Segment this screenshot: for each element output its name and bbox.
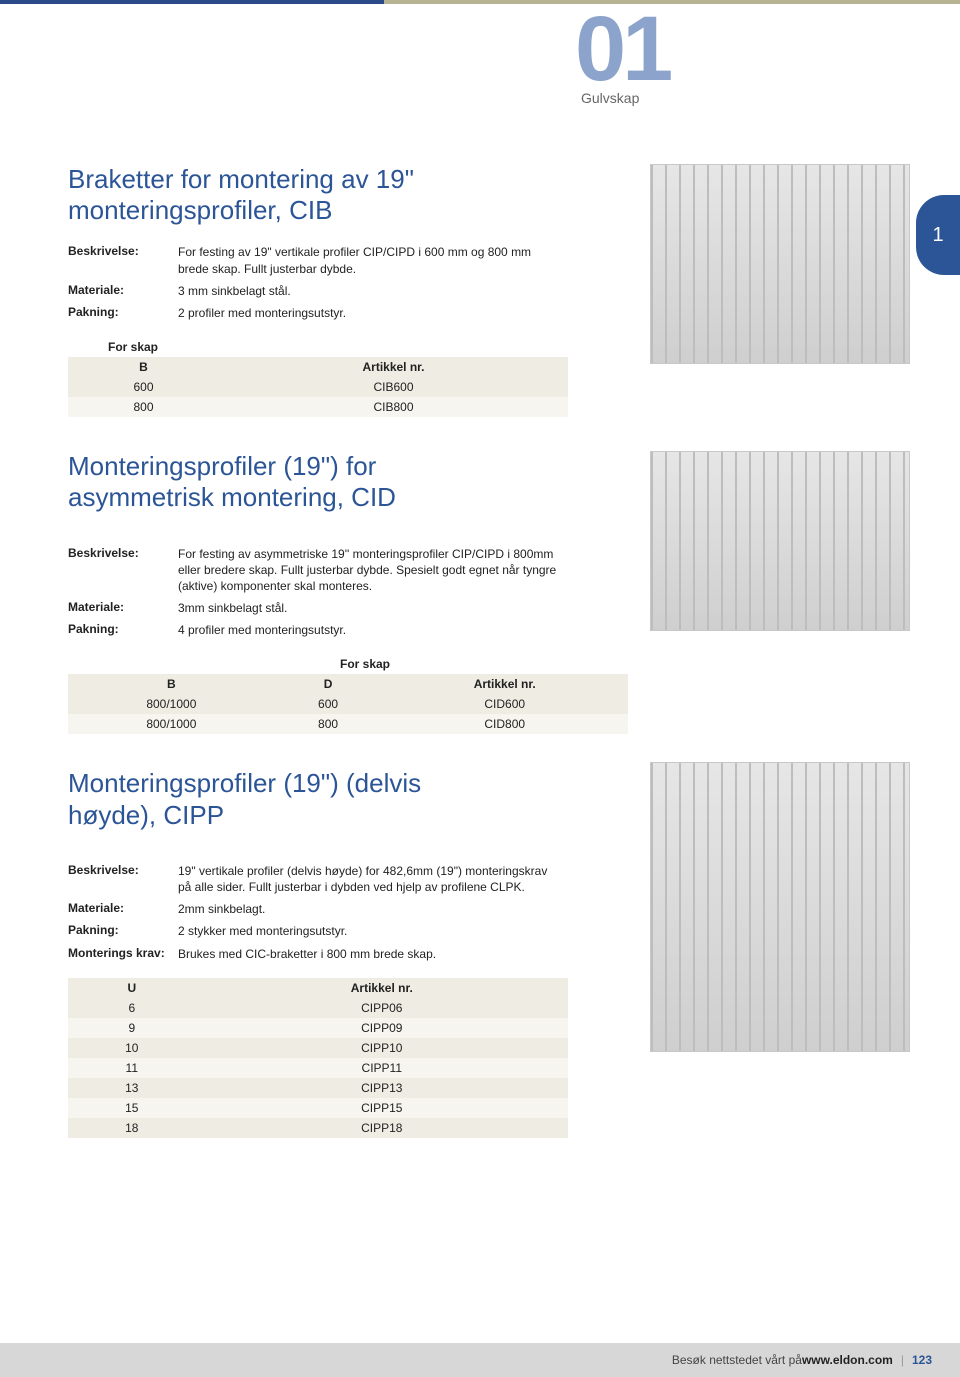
section-cipp: Monteringsprofiler (19") (delvis høyde),… (68, 768, 900, 1137)
cell: CIPP15 (196, 1098, 568, 1118)
footer-text-prefix: Besøk nettstedet vårt på (672, 1353, 802, 1367)
cell: 600 (68, 377, 219, 397)
cell: 15 (68, 1098, 196, 1118)
footer-separator: | (901, 1353, 904, 1367)
spec-label: Pakning: (68, 622, 178, 638)
spec-label: Pakning: (68, 305, 178, 321)
section-cid: Monteringsprofiler (19") for asymmetrisk… (68, 451, 900, 734)
cell: CIPP10 (196, 1038, 568, 1058)
spec-label: Materiale: (68, 901, 178, 917)
spec-value: 2mm sinkbelagt. (178, 901, 558, 917)
product-image (650, 164, 910, 364)
spec-label: Monterings krav: (68, 946, 178, 962)
table-row: 6CIPP06 (68, 998, 568, 1018)
cell: 800 (68, 397, 219, 417)
spec-value: 3 mm sinkbelagt stål. (178, 283, 558, 299)
spec-label: Materiale: (68, 600, 178, 616)
spec-value: 4 profiler med monteringsutstyr. (178, 622, 558, 638)
section-title: Monteringsprofiler (19") (delvis høyde),… (68, 768, 488, 830)
col-header: D (275, 674, 382, 694)
cell: CID600 (381, 694, 628, 714)
table-cipp: U Artikkel nr. 6CIPP06 9CIPP09 10CIPP10 … (68, 978, 568, 1138)
section-cib: Braketter for montering av 19" montering… (68, 164, 900, 417)
section-title: Braketter for montering av 19" montering… (68, 164, 488, 226)
cell: CIPP18 (196, 1118, 568, 1138)
table-top-header: For skap (68, 654, 628, 674)
table-row: 11CIPP11 (68, 1058, 568, 1078)
cell: 800/1000 (68, 714, 275, 734)
cell: CIB800 (219, 397, 568, 417)
col-header: Artikkel nr. (219, 357, 568, 377)
side-badge: 1 (916, 195, 960, 275)
cell: 800/1000 (68, 694, 275, 714)
cell: 9 (68, 1018, 196, 1038)
spec-value: 3mm sinkbelagt stål. (178, 600, 558, 616)
cell: CIB600 (219, 377, 568, 397)
spec-value: For festing av asymmetriske 19'' monteri… (178, 546, 558, 595)
cell: 600 (275, 694, 382, 714)
table-row: 600CIB600 (68, 377, 568, 397)
product-image (650, 451, 910, 631)
col-header: Artikkel nr. (196, 978, 568, 998)
col-header: B (68, 674, 275, 694)
cell: 18 (68, 1118, 196, 1138)
cell: CIPP06 (196, 998, 568, 1018)
table-cib: For skap B Artikkel nr. 600CIB600 800CIB… (68, 337, 568, 417)
col-header: B (68, 357, 219, 377)
cell: 6 (68, 998, 196, 1018)
cell: CIPP11 (196, 1058, 568, 1078)
spec-label: Beskrivelse: (68, 863, 178, 895)
page-number: 123 (912, 1353, 932, 1367)
table-row: 15CIPP15 (68, 1098, 568, 1118)
table-row: 800/1000800CID800 (68, 714, 628, 734)
spec-value: For festing av 19" vertikale profiler CI… (178, 244, 558, 276)
cell: CIPP13 (196, 1078, 568, 1098)
cell: 10 (68, 1038, 196, 1058)
spec-label: Materiale: (68, 283, 178, 299)
col-header: Artikkel nr. (381, 674, 628, 694)
table-cid: For skap B D Artikkel nr. 800/1000600CID… (68, 654, 628, 734)
spec-value: Brukes med CIC-braketter i 800 mm brede … (178, 946, 558, 962)
spec-label: Beskrivelse: (68, 244, 178, 276)
section-title: Monteringsprofiler (19") for asymmetrisk… (68, 451, 488, 513)
spec-value: 2 profiler med monteringsutstyr. (178, 305, 558, 321)
cell: 13 (68, 1078, 196, 1098)
table-row: 18CIPP18 (68, 1118, 568, 1138)
table-row: 800CIB800 (68, 397, 568, 417)
spec-value: 19" vertikale profiler (delvis høyde) fo… (178, 863, 558, 895)
table-row: 13CIPP13 (68, 1078, 568, 1098)
product-image (650, 762, 910, 1052)
cell: 11 (68, 1058, 196, 1078)
page-footer: Besøk nettstedet vårt på www.eldon.com |… (0, 1343, 960, 1377)
footer-url: www.eldon.com (802, 1353, 893, 1367)
top-band (0, 0, 960, 4)
table-row: 10CIPP10 (68, 1038, 568, 1058)
spec-label: Beskrivelse: (68, 546, 178, 595)
col-header: U (68, 978, 196, 998)
cell: CID800 (381, 714, 628, 734)
cell: CIPP09 (196, 1018, 568, 1038)
table-row: 800/1000600CID600 (68, 694, 628, 714)
table-top-header: For skap (68, 337, 568, 357)
table-row: 9CIPP09 (68, 1018, 568, 1038)
spec-value: 2 stykker med monteringsutstyr. (178, 923, 558, 939)
side-badge-number: 1 (932, 224, 943, 247)
cell: 800 (275, 714, 382, 734)
chapter-number: 01 (575, 10, 669, 88)
chapter-header: 01 Gulvskap (575, 10, 669, 106)
spec-label: Pakning: (68, 923, 178, 939)
